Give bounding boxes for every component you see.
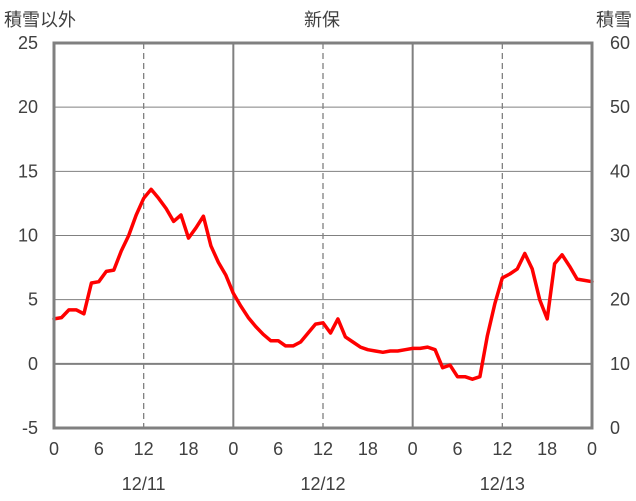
left-tick-label: -5 — [22, 418, 38, 438]
x-tick-label: 6 — [94, 439, 104, 459]
right-tick-label: 30 — [610, 226, 630, 246]
left-tick-label: 10 — [18, 226, 38, 246]
temperature-line — [52, 187, 594, 381]
chart-title: 新保 — [304, 10, 340, 31]
right-tick-label: 20 — [610, 290, 630, 310]
plot-frame — [52, 41, 594, 430]
right-axis-label: 積雪 — [596, 10, 632, 31]
x-tick-label: 12 — [313, 439, 333, 459]
x-tick-label: 6 — [273, 439, 283, 459]
x-tick-label: 18 — [358, 439, 378, 459]
x-tick-label: 0 — [49, 439, 59, 459]
right-tick-label: 40 — [610, 161, 630, 181]
left-tick-label: 15 — [18, 161, 38, 181]
x-tick-label: 6 — [452, 439, 462, 459]
left-tick-label: 20 — [18, 97, 38, 117]
right-tick-label: 50 — [610, 97, 630, 117]
x-tick-label: 12 — [492, 439, 512, 459]
x-tick-label: 0 — [587, 439, 597, 459]
left-tick-label: 5 — [28, 290, 38, 310]
right-tick-label: 0 — [610, 418, 620, 438]
right-tick-label: 60 — [610, 33, 630, 53]
date-label: 12/13 — [480, 474, 525, 494]
right-tick-label: 10 — [610, 354, 630, 374]
x-tick-label: 18 — [178, 439, 198, 459]
x-tick-label: 18 — [537, 439, 557, 459]
x-tick-label: 0 — [408, 439, 418, 459]
left-axis-label: 積雪以外 — [4, 10, 76, 31]
x-tick-label: 12 — [134, 439, 154, 459]
date-label: 12/12 — [300, 474, 345, 494]
date-label: 12/11 — [122, 474, 166, 494]
grid-lines — [54, 42, 592, 429]
left-tick-label: 0 — [28, 354, 38, 374]
left-tick-label: 25 — [18, 33, 38, 53]
x-tick-label: 0 — [228, 439, 238, 459]
